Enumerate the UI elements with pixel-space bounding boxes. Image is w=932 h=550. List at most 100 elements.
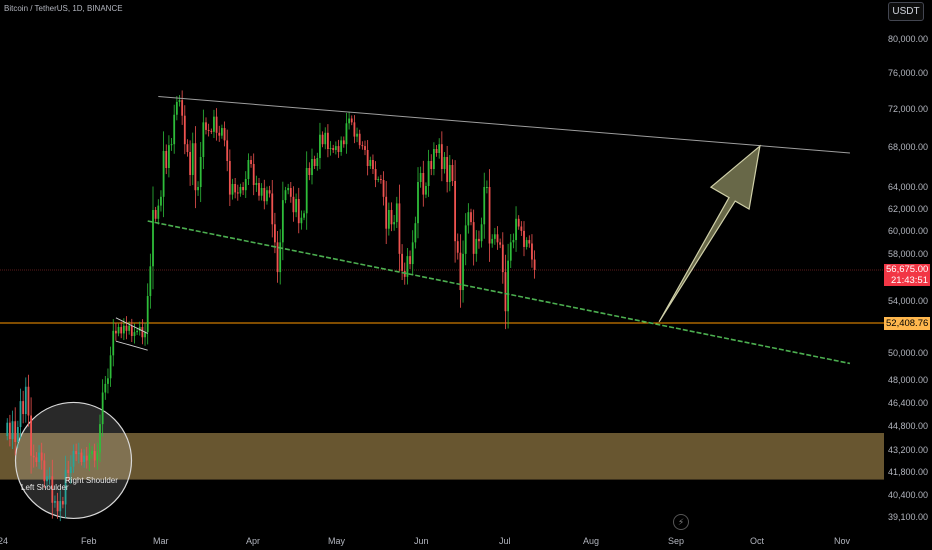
candle: [186, 139, 189, 157]
candle: [244, 171, 247, 198]
candle-body: [54, 501, 56, 503]
candle: [252, 153, 255, 196]
candle-body: [493, 234, 496, 239]
candle-body: [242, 187, 244, 191]
candle-body: [446, 157, 449, 182]
candle-body: [189, 152, 191, 175]
candle: [19, 388, 22, 439]
candle-body: [409, 256, 411, 265]
candle: [77, 442, 80, 464]
candle: [358, 129, 361, 149]
candle: [16, 420, 19, 448]
candle: [348, 111, 350, 130]
candle-body: [122, 325, 125, 334]
candle: [411, 230, 414, 276]
candle-body: [170, 144, 173, 146]
candle-body: [284, 190, 287, 201]
price-axis-label: 68,000.00: [887, 142, 928, 152]
candle: [38, 445, 40, 469]
candle: [390, 202, 393, 232]
candle-body: [366, 150, 369, 166]
candle-body: [14, 421, 17, 442]
candle: [409, 250, 411, 270]
candle-body: [218, 132, 221, 136]
candle: [387, 202, 390, 236]
candle: [80, 448, 83, 466]
candle-body: [46, 476, 48, 482]
candle: [459, 234, 462, 308]
candle: [213, 109, 215, 139]
lightning-icon[interactable]: ⚡: [673, 514, 689, 530]
candle: [75, 443, 78, 462]
candle-body: [115, 330, 117, 334]
candle-body: [369, 160, 372, 166]
candle: [284, 186, 287, 204]
candle-body: [178, 100, 181, 102]
price-axis-label: 54,000.00: [887, 296, 928, 306]
candle: [496, 226, 499, 250]
candle: [377, 176, 380, 183]
candle: [218, 125, 221, 142]
candle-body: [414, 223, 417, 243]
candle-body: [501, 244, 504, 273]
candle-body: [213, 116, 215, 132]
candle: [297, 187, 300, 234]
candle-body: [313, 159, 316, 166]
candle: [281, 181, 284, 261]
symbol-title[interactable]: Bitcoin / TetherUS, 1D, BINANCE: [4, 4, 123, 13]
price-axis-label: 60,000.00: [887, 226, 928, 236]
price-axis-label: 58,000.00: [887, 249, 928, 259]
candle-body: [430, 161, 433, 169]
candle-body: [321, 134, 324, 145]
candle: [435, 145, 438, 157]
candle-body: [221, 128, 223, 136]
candle-body: [234, 184, 237, 193]
candle-body: [297, 199, 300, 224]
candle-body: [11, 421, 14, 439]
candle-body: [9, 422, 11, 439]
candle: [160, 190, 162, 212]
candle-body: [107, 378, 109, 384]
candle-body: [364, 146, 366, 150]
price-axis-label: 39,100.00: [887, 512, 928, 522]
candle: [340, 136, 343, 156]
candle-body: [274, 224, 276, 243]
candle: [96, 442, 99, 470]
candle-body: [35, 457, 38, 462]
candle: [279, 229, 282, 285]
candle-body: [456, 241, 459, 253]
candle-body: [374, 169, 377, 180]
candle: [226, 129, 229, 172]
candle-body: [377, 179, 380, 180]
candle: [295, 193, 297, 218]
candle-body: [395, 203, 398, 223]
candle: [154, 206, 157, 222]
candle-body: [425, 186, 427, 195]
candle-body: [512, 240, 515, 243]
candle-body: [255, 183, 258, 185]
currency-button[interactable]: USDT: [888, 2, 924, 21]
candle: [197, 181, 199, 196]
candle-body: [75, 451, 78, 455]
candle: [448, 155, 451, 192]
candle: [300, 210, 303, 230]
price-axis-label: 43,200.00: [887, 445, 928, 455]
candle: [327, 124, 329, 158]
candle: [372, 154, 374, 174]
candle-body: [239, 187, 242, 194]
candle: [104, 376, 107, 400]
candle: [393, 214, 396, 231]
candle-body: [99, 424, 101, 453]
candle-body: [104, 383, 107, 393]
candle-body: [263, 188, 266, 202]
candle: [478, 230, 480, 249]
candle-body: [292, 196, 295, 213]
candle: [486, 180, 488, 194]
candle: [183, 105, 186, 155]
candle-body: [480, 224, 483, 242]
candle-body: [478, 238, 480, 242]
candle: [501, 232, 504, 284]
candle-body: [96, 452, 99, 461]
candle-body: [345, 123, 348, 145]
